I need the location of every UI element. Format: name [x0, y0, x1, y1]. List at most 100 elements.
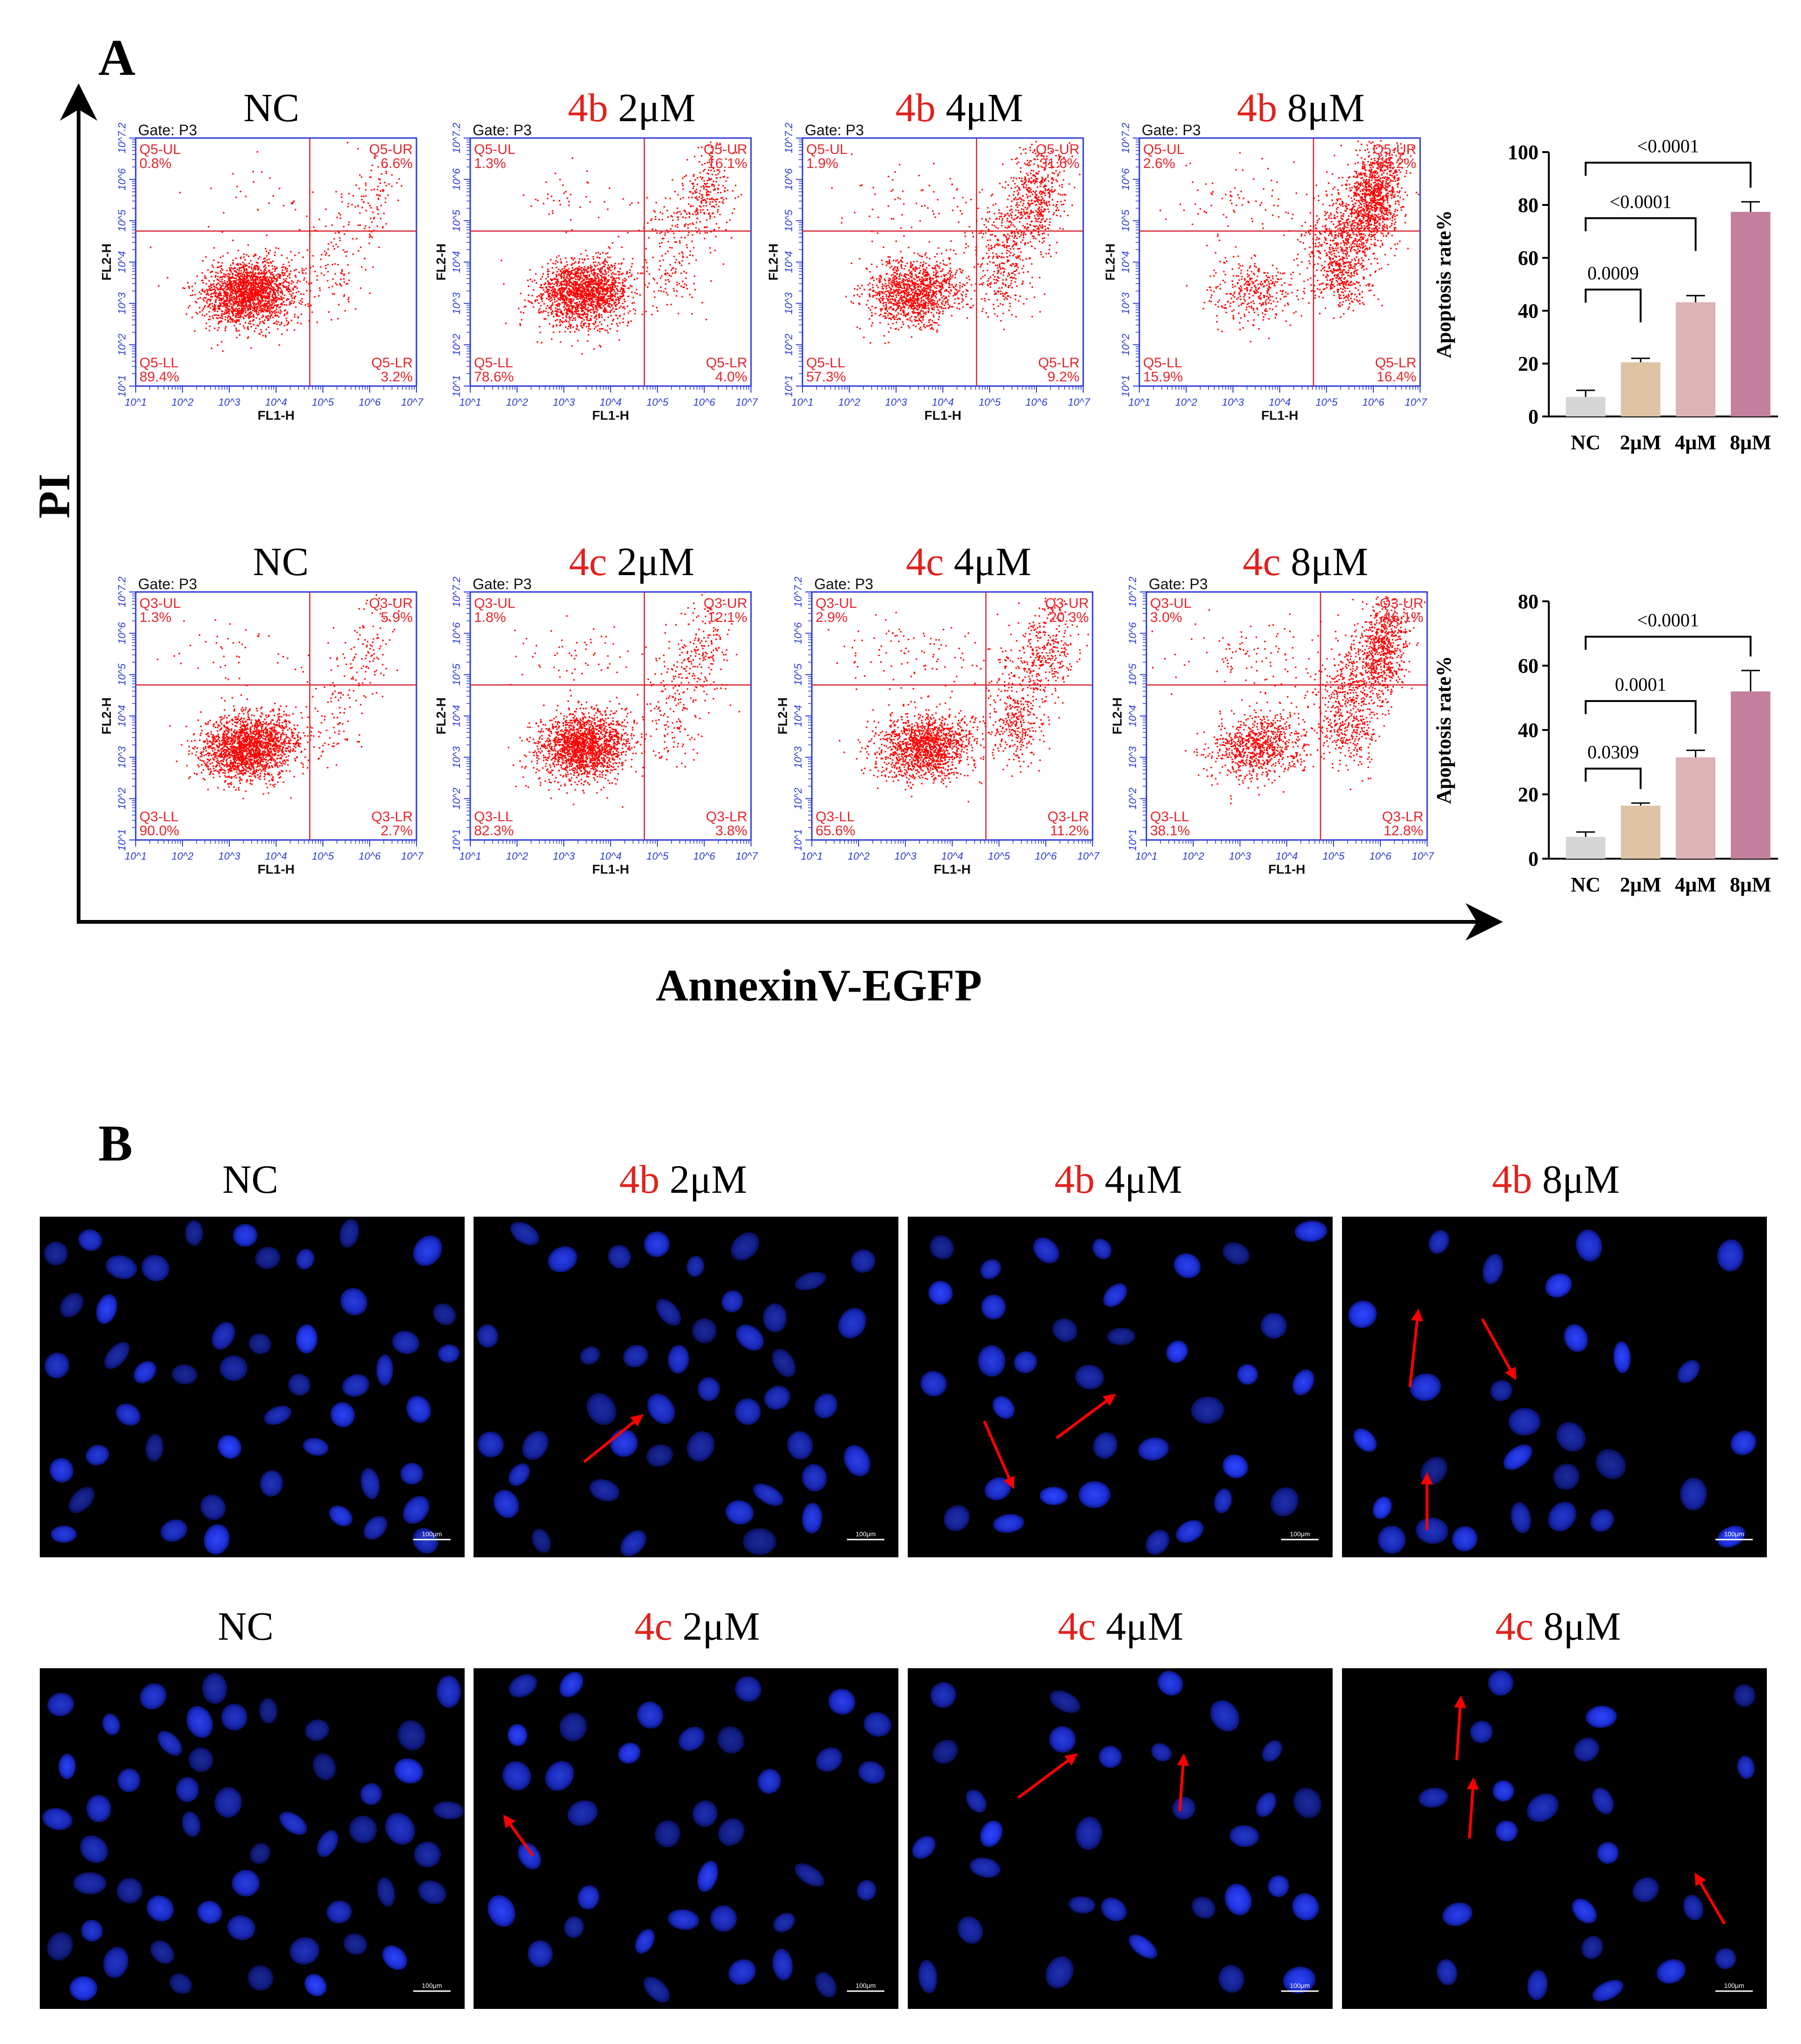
event-dot [238, 307, 240, 309]
event-dot [888, 282, 890, 284]
event-dot [735, 197, 736, 199]
event-dot [644, 284, 646, 286]
event-dot [933, 302, 935, 304]
event-dot [602, 289, 605, 291]
event-dot [928, 319, 930, 321]
event-dot [374, 156, 376, 158]
event-dot [620, 296, 622, 298]
event-dot [289, 277, 291, 278]
event-dot [568, 307, 569, 309]
event-dot [261, 287, 263, 289]
event-dot [563, 273, 565, 275]
event-dot [703, 188, 705, 190]
event-dot [693, 275, 695, 277]
event-dot [708, 179, 710, 181]
event-dot [263, 309, 265, 311]
event-dot [586, 319, 588, 321]
event-dot [286, 298, 288, 300]
event-dot [228, 273, 230, 275]
event-dot [230, 318, 232, 320]
event-dot [592, 262, 595, 263]
event-dot [361, 206, 363, 209]
event-dot [694, 197, 696, 199]
event-dot [271, 271, 273, 273]
event-dot [699, 172, 701, 174]
event-dot [598, 306, 600, 308]
event-dot [249, 277, 251, 279]
flow-plot: Gate: P3 10^1 10^1 10^2 10^2 10^3 10^3 10^4 10^4… [435, 119, 758, 423]
event-dot [262, 300, 264, 302]
event-dot [603, 276, 605, 278]
event-dot [243, 285, 245, 287]
event-dot [244, 299, 247, 300]
event-dot [379, 218, 382, 219]
event-dot [320, 258, 322, 260]
event-dot [343, 281, 345, 283]
event-dot [580, 284, 582, 286]
event-dot [238, 310, 240, 312]
event-dot [211, 315, 213, 317]
event-dot [899, 299, 901, 300]
event-dot [241, 272, 243, 274]
event-dot [709, 203, 711, 205]
event-dot [206, 302, 208, 304]
event-dot [554, 307, 556, 309]
event-dot [724, 190, 726, 193]
event-dot [363, 201, 365, 203]
event-dot [214, 306, 216, 308]
event-dot [221, 313, 223, 315]
event-dot [695, 221, 698, 223]
event-dot [723, 175, 725, 178]
event-dot [266, 309, 268, 311]
event-dot [269, 302, 270, 304]
event-dot [541, 293, 543, 295]
event-dot [719, 213, 721, 215]
event-dot [289, 293, 291, 295]
event-dot [297, 322, 299, 324]
event-dot [266, 295, 268, 297]
event-dot [576, 275, 577, 277]
event-dot [693, 182, 694, 184]
event-dot [240, 256, 242, 258]
x-tick-label: 10^1 [791, 396, 813, 408]
event-dot [667, 279, 669, 281]
event-dot [686, 247, 688, 248]
event-dot [228, 305, 230, 307]
event-dot [592, 269, 594, 271]
event-dot [215, 299, 217, 301]
event-dot [261, 171, 263, 173]
event-dot [704, 232, 706, 234]
event-dot [295, 286, 297, 288]
event-dot [246, 265, 248, 267]
event-dot [195, 300, 197, 302]
event-dot [257, 258, 259, 260]
event-dot [590, 319, 592, 321]
event-dot [561, 313, 563, 314]
event-dot [196, 302, 197, 304]
event-dot [264, 290, 266, 292]
title-compound: 4c [905, 539, 944, 584]
event-dot [260, 285, 262, 286]
event-dot [710, 157, 712, 159]
event-dot [702, 170, 704, 172]
event-dot [595, 282, 597, 285]
event-dot [583, 283, 584, 285]
event-dot [701, 146, 703, 148]
event-dot [398, 178, 400, 180]
event-dot [663, 259, 664, 261]
event-dot [242, 299, 244, 301]
event-dot [711, 183, 713, 185]
event-dot [612, 289, 614, 291]
y-tick-label: 10^4 [451, 251, 462, 273]
event-dot [264, 257, 266, 259]
title-dose: 8μM [1277, 85, 1365, 130]
event-dot [272, 195, 274, 197]
event-dot [538, 295, 540, 297]
event-dot [271, 295, 273, 297]
event-dot [233, 296, 235, 298]
event-dot [624, 300, 626, 303]
event-dot [249, 320, 251, 322]
event-dot [231, 307, 233, 310]
event-dot [593, 323, 595, 326]
event-dot [599, 330, 601, 332]
